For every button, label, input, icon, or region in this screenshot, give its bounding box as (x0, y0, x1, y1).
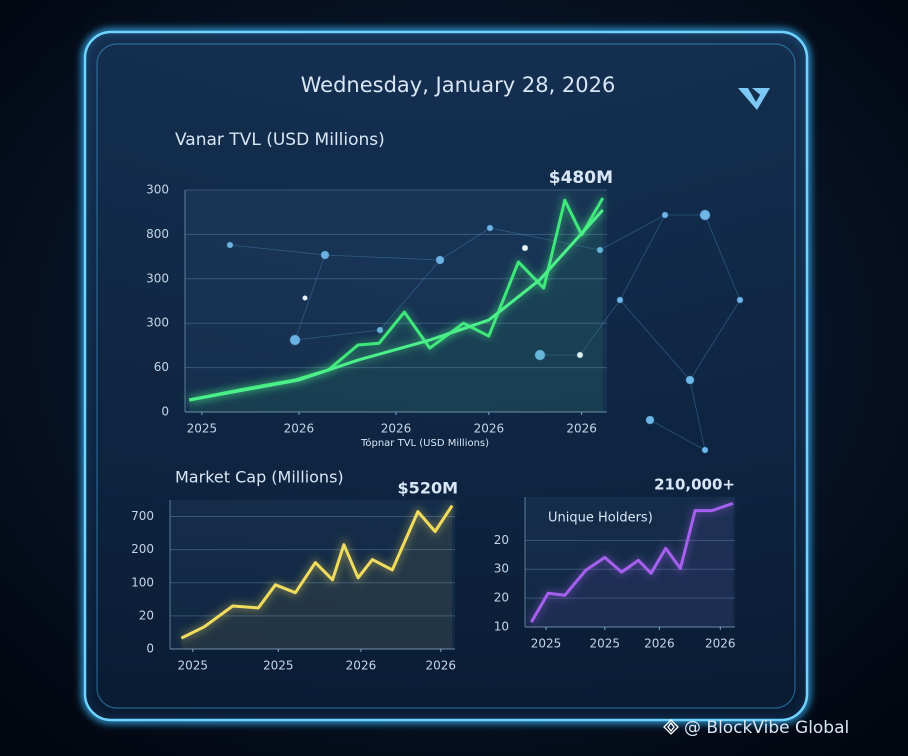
x-tick-label: 2025 (187, 422, 218, 436)
annotation: 210,000+ (654, 476, 735, 494)
y-tick-label: 300 (146, 316, 169, 330)
x-tick-label: 2025 (531, 637, 562, 651)
y-tick-label: 100 (131, 575, 154, 589)
x-tick-label: 2025 (263, 659, 294, 673)
annotation: $520M (398, 479, 458, 498)
y-tick-label: 20 (494, 533, 509, 547)
chart-title: Unique Holders) (548, 511, 653, 526)
y-tick-label: 700 (131, 509, 154, 523)
x-tick-label: 2026 (474, 422, 505, 436)
y-tick-label: 0 (161, 405, 169, 419)
y-tick-label: 300 (146, 183, 169, 197)
x-tick-label: 2026 (566, 422, 597, 436)
x-tick-label: 2026 (346, 659, 377, 673)
chart-title: Vanar TVL (USD Millions) (175, 130, 385, 150)
y-tick-label: 800 (146, 227, 169, 241)
series-line (180, 504, 454, 640)
header-title: Wednesday, January 28, 2026 (301, 73, 616, 97)
chart-title: Market Cap (Millions) (175, 468, 344, 487)
y-tick-label: 200 (131, 542, 154, 556)
x-tick-label: 2026 (644, 637, 675, 651)
watermark-icon (663, 719, 679, 735)
y-tick-label: 20 (139, 608, 154, 622)
x-tick-label: 2026 (381, 422, 412, 436)
y-tick-label: 300 (146, 271, 169, 285)
logo (738, 88, 770, 110)
area (181, 505, 453, 649)
panel (83, 30, 809, 722)
x-tick-label: 2026 (425, 659, 456, 673)
series-line (530, 501, 734, 623)
x-tick-label: 2025 (590, 637, 621, 651)
x-tick-label: 2026 (284, 422, 315, 436)
y-tick-label: 30 (494, 562, 509, 576)
plot-area (525, 497, 735, 627)
panel-inner (96, 43, 796, 709)
plot-area (170, 500, 455, 649)
area (189, 198, 603, 412)
x-tick-label: 2025 (178, 659, 209, 673)
x-axis-label: Tópnar TVL (USD Millions) (360, 437, 489, 449)
annotation: $480M (549, 168, 613, 188)
y-tick-label: 10 (494, 620, 509, 634)
x-tick-label: 2026 (705, 637, 736, 651)
network-decoration (226, 209, 744, 454)
y-tick-label: 20 (494, 591, 509, 605)
y-tick-label: 0 (146, 642, 154, 656)
plot-area (185, 190, 607, 412)
series-line (188, 208, 604, 402)
y-tick-label: 60 (154, 360, 169, 374)
watermark: @ BlockVibe Global (684, 718, 849, 738)
